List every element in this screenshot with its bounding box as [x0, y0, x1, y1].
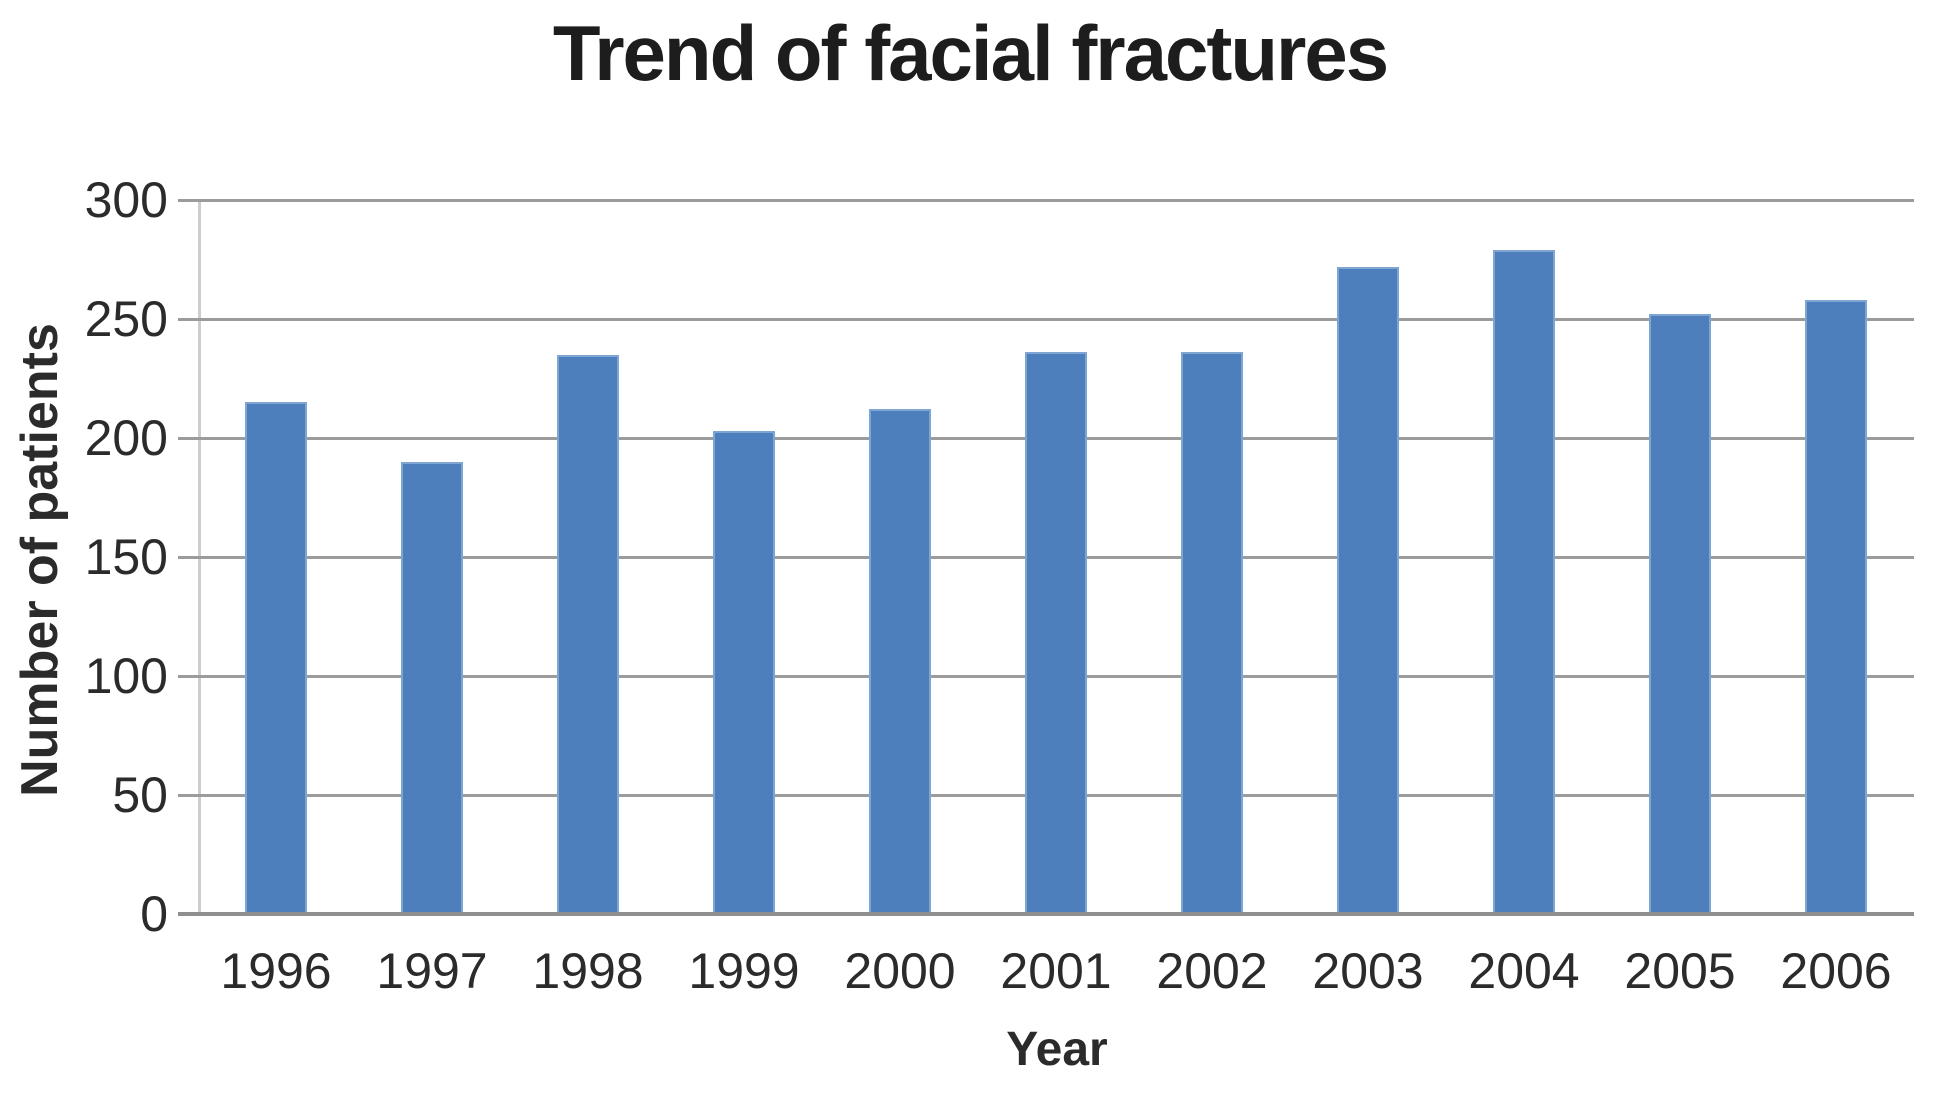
bar-1996	[245, 402, 307, 914]
gridline-250	[198, 317, 1914, 321]
gridline-300	[198, 198, 1914, 202]
y-tick-label-200: 200	[84, 410, 168, 466]
x-tick-label-2005: 2005	[1624, 943, 1736, 999]
x-tick-label-1999: 1999	[688, 943, 800, 999]
bar-1998	[557, 354, 619, 914]
bar-1999	[713, 430, 775, 914]
x-tick-label-2000: 2000	[844, 943, 956, 999]
x-axis-line	[178, 912, 1914, 916]
x-tick-label-2001: 2001	[1000, 943, 1112, 999]
y-tick-300	[178, 198, 198, 202]
bar-1997	[401, 461, 463, 914]
y-tick-label-300: 300	[84, 172, 168, 228]
y-tick-label-100: 100	[84, 648, 168, 704]
chart-title: Trend of facial fractures	[552, 9, 1389, 97]
x-tick-label-1998: 1998	[532, 943, 644, 999]
x-axis-title: Year	[1006, 1023, 1108, 1076]
x-tick-label-1996: 1996	[220, 943, 332, 999]
x-tick-label-2004: 2004	[1468, 943, 1580, 999]
bar-2001	[1025, 352, 1087, 914]
y-axis-title: Number of patients	[11, 323, 69, 797]
bar-2005	[1649, 314, 1711, 914]
y-tick-label-0: 0	[140, 886, 168, 942]
x-tick-label-2002: 2002	[1156, 943, 1268, 999]
x-tick-label-2006: 2006	[1780, 943, 1892, 999]
bar-2004	[1493, 249, 1555, 914]
x-tick-label-2003: 2003	[1312, 943, 1424, 999]
y-tick-200	[178, 436, 198, 440]
y-tick-label-50: 50	[112, 767, 168, 823]
y-tick-100	[178, 674, 198, 678]
y-tick-label-150: 150	[84, 529, 168, 585]
y-tick-250	[178, 317, 198, 321]
plot-area: 0 50 100 150 200 250 300	[85, 172, 1914, 942]
bar-2003	[1337, 266, 1399, 914]
x-tick-label-1997: 1997	[376, 943, 488, 999]
y-tick-label-250: 250	[84, 291, 168, 347]
bar-2006	[1805, 299, 1867, 914]
bar-2002	[1181, 352, 1243, 914]
bar-2000	[869, 409, 931, 914]
y-tick-150	[178, 555, 198, 559]
y-tick-50	[178, 793, 198, 797]
